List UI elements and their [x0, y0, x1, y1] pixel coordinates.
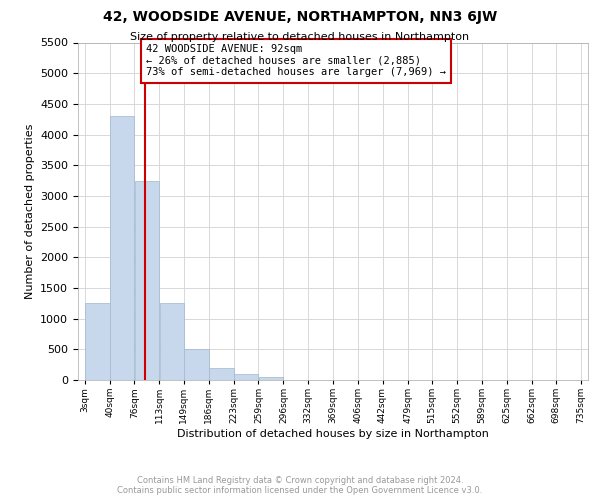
Text: 42 WOODSIDE AVENUE: 92sqm
← 26% of detached houses are smaller (2,885)
73% of se: 42 WOODSIDE AVENUE: 92sqm ← 26% of detac… — [146, 44, 446, 78]
Text: Size of property relative to detached houses in Northampton: Size of property relative to detached ho… — [130, 32, 470, 42]
Bar — [209, 368, 234, 380]
Bar — [110, 116, 134, 380]
Bar — [85, 304, 110, 380]
Y-axis label: Number of detached properties: Number of detached properties — [25, 124, 35, 299]
Bar — [134, 180, 159, 380]
Bar — [160, 304, 184, 380]
Text: Contains HM Land Registry data © Crown copyright and database right 2024.
Contai: Contains HM Land Registry data © Crown c… — [118, 476, 482, 495]
Bar — [234, 374, 258, 380]
X-axis label: Distribution of detached houses by size in Northampton: Distribution of detached houses by size … — [177, 429, 489, 439]
Bar — [259, 377, 283, 380]
Bar — [184, 350, 209, 380]
Text: 42, WOODSIDE AVENUE, NORTHAMPTON, NN3 6JW: 42, WOODSIDE AVENUE, NORTHAMPTON, NN3 6J… — [103, 10, 497, 24]
